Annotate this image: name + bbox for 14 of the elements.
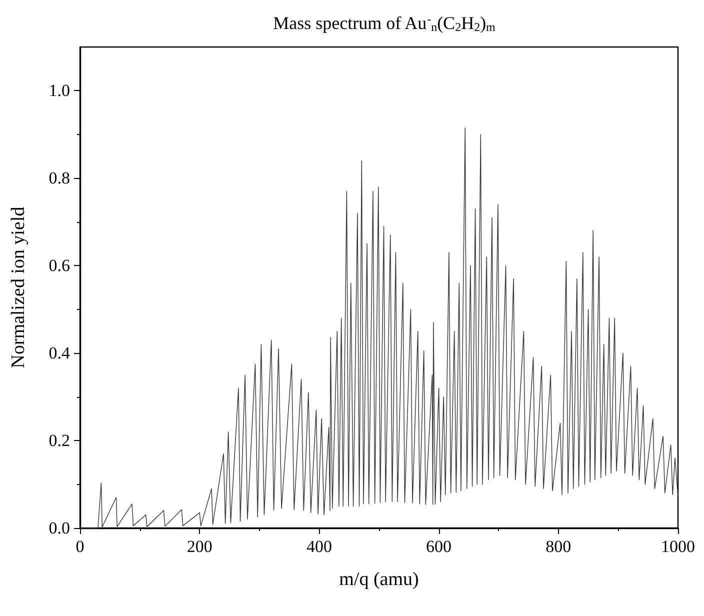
y-axis-title: Normalized ion yield (8, 206, 29, 368)
x-tick-label: 800 (546, 537, 572, 556)
x-tick-label: 200 (186, 537, 212, 556)
y-tick-label: 0.6 (48, 256, 70, 276)
x-tick-label: 0 (76, 537, 84, 556)
x-tick-label: 400 (306, 537, 332, 556)
y-tick-label: 0.4 (48, 344, 70, 363)
y-tick-label: 0.8 (48, 168, 70, 188)
y-tick-label: 0.2 (48, 431, 70, 450)
x-axis-title: m/q (amu) (339, 569, 419, 590)
x-tick-label: 600 (426, 537, 452, 556)
y-tick-label: 0.0 (48, 518, 70, 538)
x-tick-label: 1000 (661, 537, 695, 556)
y-tick-label: 1.0 (48, 81, 70, 100)
